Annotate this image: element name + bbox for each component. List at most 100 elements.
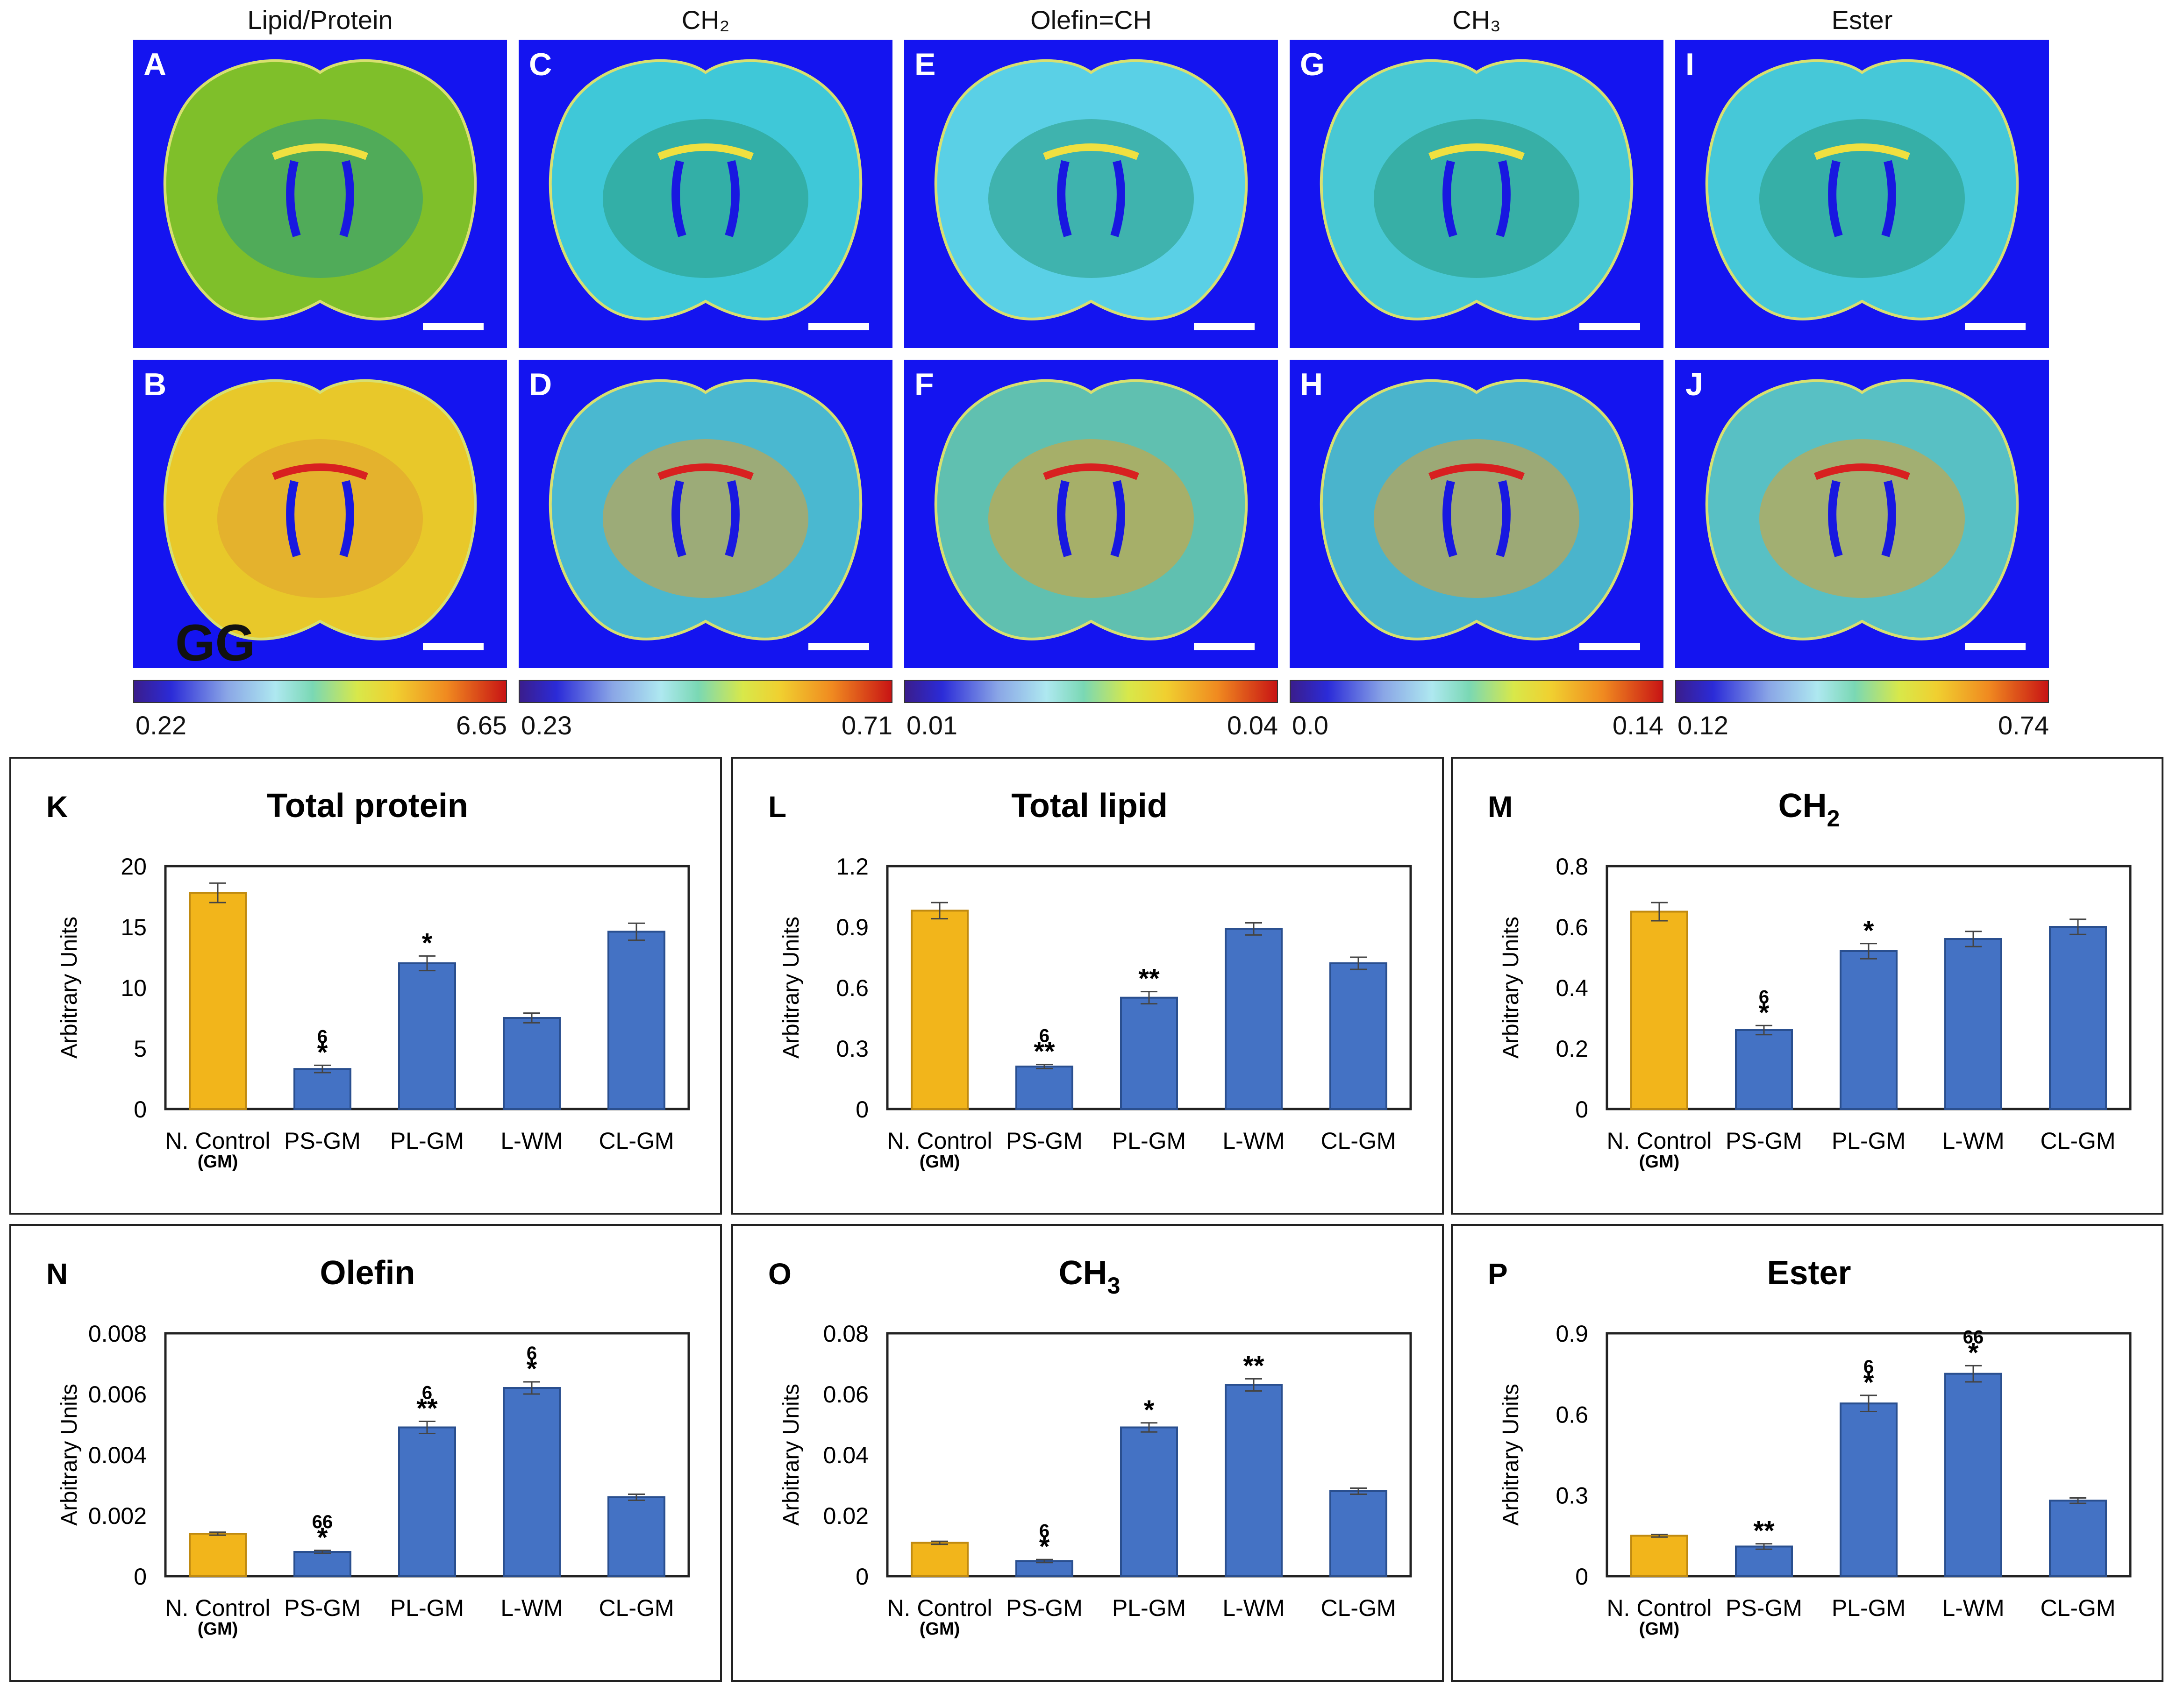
x-tick-sublabel: (GM) — [920, 1619, 960, 1639]
x-tick-label: L-WM — [500, 1128, 563, 1154]
y-tick-label: 0.06 — [823, 1381, 869, 1408]
brain-map — [934, 59, 1248, 320]
scale-bar — [1579, 323, 1640, 330]
panel-letter: J — [1685, 367, 1703, 402]
panel-letter: H — [1300, 367, 1323, 402]
brain-map — [934, 379, 1248, 640]
corpus-callosum-shape — [1814, 143, 1910, 160]
colorbar-max-label: 6.65 — [456, 711, 507, 740]
chart-panel-m: M CH2 Arbitrary Units 0 0.2 0.4 0.6 0.8 N. Contr… — [1451, 757, 2163, 1215]
significance-stars: * — [317, 1522, 328, 1553]
brain-map — [163, 379, 477, 640]
x-tick-label: PL-GM — [1112, 1595, 1186, 1621]
y-tick-label: 0.2 — [1556, 1036, 1588, 1062]
scale-bar — [423, 643, 484, 650]
y-axis-label: Arbitrary Units — [779, 917, 804, 1059]
bar — [607, 1496, 665, 1577]
chart-panel-p: P Ester Arbitrary Units 0 0.3 0.6 0.9 N. Contro… — [1451, 1224, 2163, 1682]
corpus-callosum-shape — [1043, 143, 1139, 160]
significance-stars: * — [422, 928, 433, 958]
ventricle-shape — [1442, 160, 1457, 237]
ventricle-shape — [1057, 480, 1072, 557]
y-tick-label: 0.004 — [88, 1442, 147, 1468]
significance-stars: * — [1863, 916, 1874, 946]
bar — [607, 931, 665, 1110]
x-tick-label: PL-GM — [1832, 1595, 1906, 1621]
y-tick-label: 0.08 — [823, 1321, 869, 1347]
chart-panel-letter: K — [46, 790, 68, 824]
x-tick-label: N. Control — [165, 1128, 270, 1154]
brain-map — [549, 379, 863, 640]
significance-stars: ** — [1753, 1516, 1775, 1546]
image-panel-title: CH₃ — [1452, 5, 1501, 35]
bar — [503, 1387, 561, 1577]
x-tick-label: N. Control — [1606, 1595, 1712, 1621]
y-tick-label: 0 — [134, 1096, 147, 1123]
bar — [1015, 1560, 1073, 1577]
chart-panel-letter: L — [768, 790, 786, 824]
brain-map — [1705, 379, 2019, 640]
colorbar-max-label: 0.74 — [1998, 711, 2049, 740]
x-tick-label: L-WM — [1942, 1595, 2004, 1621]
watermark-text: GG — [175, 614, 256, 668]
x-tick-label: PS-GM — [1006, 1595, 1083, 1621]
y-tick-label: 0.002 — [88, 1503, 147, 1529]
y-tick-label: 0.04 — [823, 1442, 869, 1468]
x-tick-label: PS-GM — [284, 1595, 361, 1621]
y-axis-label: Arbitrary Units — [57, 917, 82, 1059]
y-tick-label: 0.6 — [836, 975, 869, 1001]
significance-mark: 6 — [527, 1343, 537, 1364]
x-tick-label: N. Control — [887, 1128, 992, 1154]
ventricle-shape — [671, 480, 686, 557]
colorbar — [1675, 680, 2049, 703]
y-tick-label: 0.3 — [1556, 1483, 1588, 1509]
colorbar — [904, 680, 1278, 703]
image-panel-title: Ester — [1831, 5, 1893, 35]
x-tick-label: L-WM — [1222, 1595, 1285, 1621]
ventricle-shape — [1828, 160, 1843, 237]
brain-inner-region — [217, 119, 423, 278]
panel-letter: A — [143, 47, 167, 82]
bar — [1735, 1545, 1793, 1578]
y-tick-label: 0.3 — [836, 1036, 869, 1062]
chart-panel-letter: N — [46, 1257, 68, 1291]
y-tick-label: 0.6 — [1556, 914, 1588, 940]
corpus-callosum-shape — [657, 463, 754, 480]
panel-letter: D — [529, 367, 552, 402]
ventricle-shape — [339, 480, 354, 557]
significance-mark: 66 — [1963, 1327, 1984, 1347]
chart-title: CH2 — [1778, 787, 1840, 832]
panel-letter: C — [529, 47, 552, 82]
chart-panel-letter: P — [1488, 1257, 1508, 1291]
chart-panel-l: L Total lipid Arbitrary Units 0 0.3 0.6 0.9 1.2… — [731, 757, 1444, 1215]
brain-map — [163, 59, 477, 320]
bar — [911, 1542, 969, 1577]
significance-stars: ** — [1243, 1351, 1264, 1381]
chart-title-subscript: 2 — [1827, 805, 1840, 832]
bar — [398, 962, 456, 1110]
y-tick-label: 5 — [134, 1036, 147, 1062]
x-tick-sublabel: (GM) — [198, 1152, 238, 1172]
bar — [189, 892, 247, 1110]
brain-inner-region — [603, 119, 808, 278]
bar — [1944, 938, 2002, 1110]
x-tick-sublabel: (GM) — [1639, 1152, 1680, 1172]
bar — [1225, 928, 1283, 1110]
significance-mark: 6 — [317, 1026, 328, 1047]
x-tick-label: PS-GM — [284, 1128, 361, 1154]
corpus-callosum-shape — [1814, 463, 1910, 480]
brain-map — [1320, 59, 1634, 320]
x-tick-label: PS-GM — [1006, 1128, 1083, 1154]
bar — [1329, 962, 1387, 1110]
ventricle-shape — [1110, 160, 1125, 237]
bar — [1120, 996, 1178, 1110]
y-axis-label: Arbitrary Units — [57, 1384, 82, 1526]
brain-map — [549, 59, 863, 320]
y-tick-label: 0.9 — [836, 914, 869, 940]
colorbar-min-label: 0.22 — [136, 711, 186, 740]
panel-letter: F — [914, 367, 934, 402]
x-tick-label: N. Control — [165, 1595, 270, 1621]
chart-panel-letter: O — [768, 1257, 792, 1291]
chart-title: CH3 — [1059, 1254, 1121, 1299]
scale-bar — [1194, 323, 1255, 330]
